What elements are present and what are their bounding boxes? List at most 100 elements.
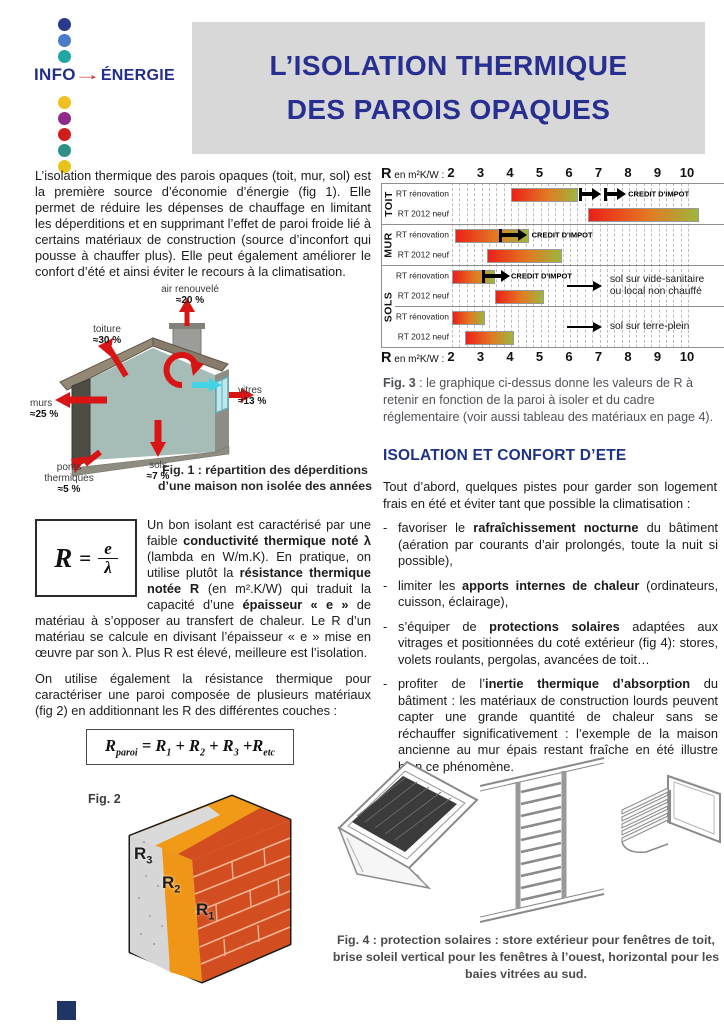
formula-rparoi-box: Rparoi = R1 + R2 + R3 +Retc bbox=[86, 729, 294, 766]
bullet-item: - favoriser le rafraîchissement nocturne … bbox=[383, 520, 718, 570]
bullet-item: - s’équiper de protections solaires adapt… bbox=[383, 619, 718, 669]
chart-axis-tick: 4 bbox=[506, 165, 514, 180]
chart-row-label: RT 2012 neuf bbox=[397, 208, 449, 219]
chart-axis-tick: 7 bbox=[594, 349, 603, 364]
chart-row-label: RT rénovation bbox=[395, 188, 449, 199]
chart-bar bbox=[487, 248, 562, 263]
isolant-section: R = e λ Un bon isolant est caractérisé p… bbox=[35, 517, 371, 729]
wall-layer-label: R1 bbox=[196, 900, 215, 923]
horizontal-brise-soleil-illustration bbox=[621, 774, 721, 854]
logo-arrow-icon: → bbox=[73, 65, 101, 84]
chart-row-label: RT rénovation bbox=[395, 229, 449, 240]
page-title: L’ISOLATION THERMIQUE DES PAROIS OPAQUES bbox=[192, 22, 705, 154]
chart-axis-tick: 3 bbox=[476, 349, 485, 364]
bullet-text: profiter de l’inertie thermique d’absorp… bbox=[398, 676, 718, 774]
intro-paragraph: L’isolation thermique des parois opaques… bbox=[35, 168, 371, 279]
annotation-arrow-icon bbox=[567, 285, 595, 287]
annotation-arrow-head bbox=[593, 281, 603, 291]
chart-bar bbox=[454, 228, 530, 243]
house-label: sols ≈7 % bbox=[146, 460, 170, 482]
house-label: murs ≈25 % bbox=[30, 398, 59, 420]
chart-axis-tick: 3 bbox=[476, 165, 485, 180]
chart-axis-row: R en m²K/W :2 3 4 5 6 7 8 9 10 bbox=[381, 164, 724, 183]
arrow-shaft bbox=[578, 192, 593, 196]
chart-row: RT rénovation CREDIT D'IMPOT bbox=[382, 266, 724, 286]
chart-row-label: RT 2012 neuf bbox=[397, 290, 449, 301]
wall-layers-illustration bbox=[128, 794, 292, 984]
chart-plot-area: TOIT RT rénovation CREDIT D'IMPOT RT 2012 n… bbox=[381, 183, 724, 348]
logo-word-energie: ÉNERGIE bbox=[100, 67, 175, 84]
page-corner-marker bbox=[57, 1001, 76, 1020]
bullet-text: s’équiper de protections solaires adapté… bbox=[398, 618, 719, 667]
fig2-wall-diagram: Fig. 2 bbox=[86, 776, 332, 990]
formula-r-box: R = e λ bbox=[35, 519, 137, 597]
formula-lhs: R bbox=[54, 543, 73, 573]
annotation-arrow-icon bbox=[567, 326, 595, 328]
arrow-shaft bbox=[481, 274, 502, 278]
chart-axis-label: R en m²K/W : bbox=[381, 166, 445, 182]
chart-bar bbox=[511, 187, 578, 202]
roof-window-store-illustration bbox=[337, 760, 479, 890]
credit-impot-note: CREDIT D'IMPOT bbox=[511, 271, 572, 281]
logo-dot-icon bbox=[58, 34, 71, 47]
vertical-brise-soleil-illustration bbox=[480, 757, 605, 923]
house-label: air renouvelé ≈20 % bbox=[161, 284, 219, 306]
chart-axis-row: R en m²K/W :2 3 4 5 6 7 8 9 10 bbox=[381, 348, 724, 367]
logo-dot-icon bbox=[58, 128, 71, 141]
logo-dot-icon bbox=[58, 18, 71, 31]
arrow-head bbox=[500, 269, 510, 282]
logo-dot-icon bbox=[58, 112, 71, 125]
chart-row-label: RT rénovation bbox=[395, 270, 449, 281]
chart-row-label: RT 2012 neuf bbox=[397, 249, 449, 260]
chart-axis-tick: 2 bbox=[447, 165, 455, 180]
chart-axis-tick: 5 bbox=[535, 349, 544, 364]
chart-section-toit: TOIT RT rénovation CREDIT D'IMPOT RT 2012 n… bbox=[382, 183, 724, 224]
chart-axis-tick: 8 bbox=[624, 165, 632, 180]
house-label: vitres ≈13 % bbox=[238, 385, 267, 407]
house-label: ponts thermiques ≈5 % bbox=[44, 462, 94, 495]
chart-axis-tick: 8 bbox=[624, 349, 632, 364]
house-label: toiture ≈30 % bbox=[92, 324, 122, 346]
fig1-caption: Fig. 1 : répartition des déperditions d’… bbox=[158, 463, 372, 493]
chart-row: RT rénovation CREDIT D'IMPOT bbox=[382, 225, 724, 245]
fig3-chart: R en m²K/W :2 3 4 5 6 7 8 9 10 TOIT RT rénovation C… bbox=[381, 164, 724, 367]
formula-denominator: λ bbox=[98, 557, 118, 577]
arrow-head bbox=[518, 228, 528, 241]
credit-impot-note: CREDIT D'IMPOT bbox=[628, 189, 690, 199]
arrow-head bbox=[591, 187, 601, 200]
chart-axis-tick: 10 bbox=[679, 165, 695, 180]
credit-impot-arrow-icon bbox=[578, 187, 601, 201]
chart-row: RT rénovation CREDIT D'IMPOT bbox=[382, 184, 724, 204]
chart-row-label: RT 2012 neuf bbox=[397, 331, 449, 342]
annotation-text: sol sur terre-plein bbox=[609, 320, 690, 332]
chart-bar bbox=[587, 207, 699, 222]
chart-axis-tick: 6 bbox=[565, 349, 573, 364]
page-title-line2: DES PAROIS OPAQUES bbox=[286, 94, 611, 125]
bullet-dash: - bbox=[383, 577, 388, 593]
chart-section-divider bbox=[395, 306, 724, 307]
formula-fraction: e λ bbox=[98, 539, 118, 577]
wall-layer-label: R2 bbox=[162, 873, 181, 896]
chart-row: RT 2012 neuf bbox=[382, 286, 724, 306]
section-heading: ISOLATION ET CONFORT D’ETE bbox=[383, 447, 627, 464]
bullet-dash: - bbox=[383, 520, 388, 535]
chart-row: RT rénovation bbox=[382, 307, 724, 327]
arrow-shaft bbox=[603, 192, 619, 196]
annotation-text: sol sur vide-sanitaire ou local non chau… bbox=[609, 273, 705, 298]
chart-axis-tick: 2 bbox=[447, 349, 455, 364]
chart-row: RT 2012 neuf bbox=[382, 204, 724, 224]
fig3-caption: Fig. 3 : le graphique ci-dessus donne le… bbox=[383, 376, 714, 424]
chart-section-sols: SOLS RT rénovation CREDIT D'IMPOT RT 2012 n… bbox=[382, 265, 724, 348]
chart-axis-tick: 9 bbox=[653, 165, 662, 180]
info-energie-logo: INFO→ÉNERGIE bbox=[34, 10, 186, 210]
credit-impot-arrow-icon bbox=[499, 228, 528, 242]
logo-word-info: INFO bbox=[34, 65, 76, 84]
wall-layer-label: R3 bbox=[134, 844, 153, 867]
bullet-item: - limiter les apports internes de chaleur… bbox=[383, 578, 718, 611]
credit-impot-note: CREDIT D'IMPOT bbox=[531, 230, 593, 240]
fig4-drawings bbox=[330, 752, 724, 934]
chart-axis-tick: 9 bbox=[653, 349, 662, 364]
chart-bar bbox=[452, 310, 485, 325]
logo-dot-icon bbox=[58, 144, 71, 157]
fig1-house-diagram: air renouvelé ≈20 % toiture ≈30 % vitres ≈13 … bbox=[10, 282, 370, 504]
